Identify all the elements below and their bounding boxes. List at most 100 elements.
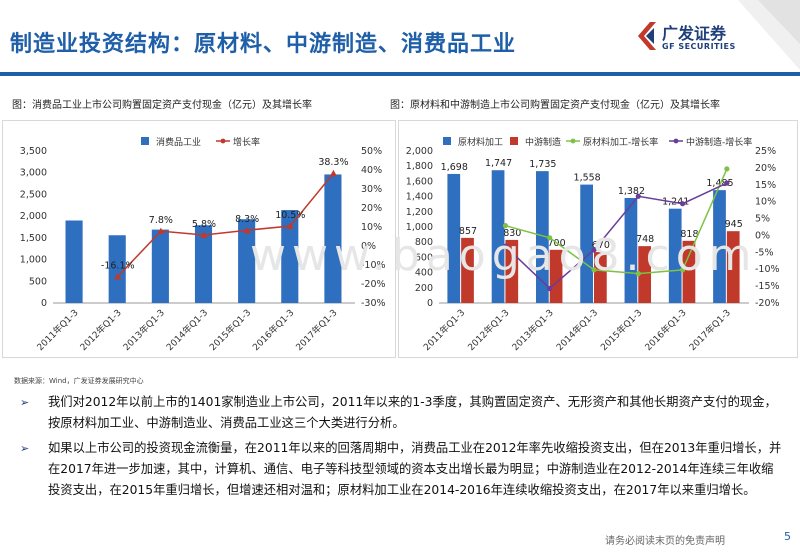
category-tick-label: 2012年Q1-3 (465, 307, 511, 353)
left-axis-tick-label: 1,800 (406, 161, 433, 172)
logo-text-cn: 广发证券 (662, 24, 727, 43)
line-point (591, 267, 597, 273)
bar (324, 174, 342, 303)
bar (194, 225, 213, 303)
arrow-bullet-icon: ➢ (20, 396, 30, 409)
line-point (329, 169, 337, 177)
line-point (243, 226, 251, 234)
bar (535, 171, 549, 303)
legend-label: 增长率 (233, 136, 260, 148)
left-axis-tick-label: 500 (29, 276, 47, 287)
left-axis-tick-label: 1,000 (406, 222, 433, 233)
line-point (157, 227, 165, 235)
left-axis-tick-label: 200 (415, 283, 433, 294)
bar (713, 190, 726, 303)
category-tick-label: 2014年Q1-3 (554, 307, 600, 353)
series-line (505, 168, 728, 275)
left-axis-tick-label: 2,000 (406, 146, 433, 157)
line-point (635, 271, 641, 277)
bar (624, 197, 638, 303)
right-axis-tick-label: 50% (361, 146, 382, 157)
header-rule (0, 72, 800, 76)
right-chart-caption: 图：原材料和中游制造上市公司购置固定资产支付现金（亿元）及其增长率 (390, 100, 720, 111)
right-axis-tick-label: 5% (755, 214, 770, 225)
right-axis-tick-label: 20% (361, 203, 382, 214)
right-axis-tick-label: 0% (755, 230, 770, 241)
bar (638, 246, 652, 303)
bar (594, 252, 607, 303)
line-point (724, 166, 730, 172)
bar (281, 210, 299, 303)
left-chart-panel: 0 500 1,000 1,500 2,000 2,500 3,000 3,500 -30% -2… (2, 120, 396, 358)
category-tick-label: 2017年Q1-3 (687, 307, 733, 353)
category-tick-label: 2011年Q1-3 (421, 307, 467, 353)
right-axis-tick-label: -10% (361, 260, 386, 271)
line-data-label: 8.3% (235, 214, 259, 225)
right-axis-tick-label: 40% (361, 165, 382, 176)
bullet-item: ➢ 如果以上市公司的投资现金流衡量，在2011年以来的回落周期中，消费品工业在2… (20, 438, 785, 501)
series-line (504, 182, 728, 290)
legend-label: 中游制造 (525, 136, 561, 148)
series-line (117, 172, 335, 278)
bullet-text: 如果以上市公司的投资现金流衡量，在2011年以来的回落周期中，消费品工业在201… (48, 441, 782, 497)
arrow-bullet-icon: ➢ (20, 442, 30, 455)
bar-data-label: 1,698 (441, 162, 468, 173)
left-axis-tick-label: 800 (415, 237, 433, 248)
right-axis-tick-label: 20% (755, 163, 776, 174)
bar-data-label: 670 (592, 240, 610, 251)
bar (668, 208, 682, 303)
legend-swatch (443, 137, 451, 145)
page-title: 制造业投资结构：原材料、中游制造、消费品工业 (10, 32, 517, 57)
left-chart: 0 500 1,000 1,500 2,000 2,500 3,000 3,500 -30% -2… (20, 136, 386, 353)
corner-decoration (738, 0, 800, 70)
legend-swatch-marker (570, 138, 576, 144)
bar-data-label: 818 (680, 229, 698, 240)
bar (549, 249, 563, 303)
bar (151, 229, 169, 303)
bar-data-label: 1,558 (574, 173, 601, 184)
line-data-label: 7.8% (149, 215, 173, 226)
bar-data-label: 1,382 (618, 186, 645, 197)
bar (491, 170, 505, 303)
legend-label: 原材料加工-增长率 (583, 136, 658, 148)
data-source: 数据来源：Wind，广发证券发展研究中心 (14, 377, 144, 385)
legend-swatch-marker (220, 138, 226, 144)
bar (447, 173, 461, 303)
right-axis-tick-label: 0% (361, 241, 376, 252)
bullet-item: ➢ 我们对2012年以前上市的1401家制造业上市公司，2011年以来的1-3季… (20, 392, 785, 434)
bar (238, 219, 256, 303)
category-tick-label: 2016年Q1-3 (642, 307, 688, 353)
page-number: 5 (784, 530, 791, 543)
bullet-text: 我们对2012年以前上市的1401家制造业上市公司，2011年以来的1-3季度，… (48, 395, 777, 430)
right-axis-tick-label: -10% (755, 264, 780, 275)
left-chart-caption: 图：消费品工业上市公司购置固定资产支付现金（亿元）及其增长率 (12, 100, 312, 111)
right-axis-tick-label: 30% (361, 184, 382, 195)
bar (580, 184, 593, 303)
left-axis-tick-label: 1,200 (406, 207, 433, 218)
legend-label: 中游制造-增长率 (686, 136, 752, 148)
left-axis-tick-label: 1,500 (20, 233, 47, 244)
line-data-label: 38.3% (318, 157, 348, 168)
bar-data-label: 1,747 (485, 158, 512, 169)
legend-label: 消费品工业 (156, 136, 201, 148)
right-axis-tick-label: -30% (361, 298, 386, 309)
category-tick-label: 2011年Q1-3 (34, 307, 80, 353)
legend-swatch (141, 137, 149, 145)
left-axis-tick-label: 600 (415, 252, 433, 263)
category-tick-label: 2013年Q1-3 (509, 307, 555, 353)
logo-mark-icon (638, 22, 656, 50)
bar-data-label: 1,735 (529, 159, 556, 170)
line-point (502, 243, 509, 249)
legend-swatch-marker (673, 138, 679, 144)
right-axis-tick-label: 25% (755, 146, 776, 157)
bar-data-label: 748 (636, 234, 654, 245)
category-tick-label: 2014年Q1-3 (164, 307, 210, 353)
disclaimer-footer: 请务必阅读末页的免责声明 (605, 536, 725, 547)
left-axis-tick-label: 0 (427, 298, 433, 309)
left-axis-tick-label: 3,000 (20, 168, 47, 179)
line-point (114, 273, 122, 280)
line-point (679, 267, 686, 273)
line-point (502, 223, 509, 229)
left-axis-tick-label: 2,500 (20, 189, 47, 200)
left-axis-tick-label: 0 (41, 298, 47, 309)
